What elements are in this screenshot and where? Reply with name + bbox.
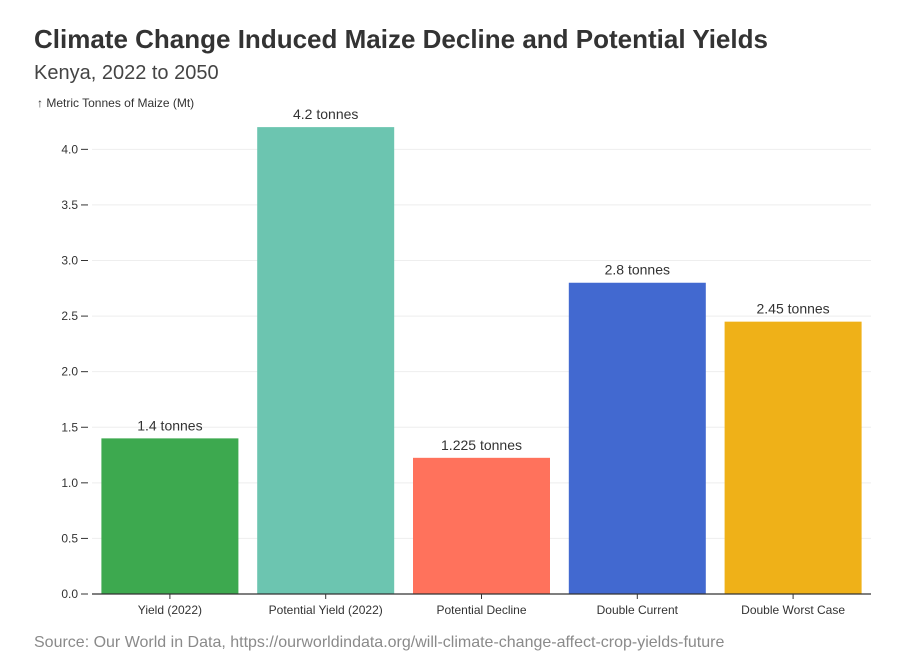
chart-subtitle: Kenya, 2022 to 2050 [34,62,219,84]
y-tick-label: 2.0 [61,365,78,379]
bar-data-label: 4.2 tonnes [293,106,358,122]
x-category-label: Potential Decline [436,603,526,617]
y-tick-label: 3.0 [61,254,78,268]
chart-title: Climate Change Induced Maize Decline and… [34,24,768,54]
bar [101,438,239,594]
y-axis-ticks: 0.0 0.5 1.0 1.5 2.0 2.5 3.0 3.5 4.0 [61,142,88,601]
bar-data-label: 2.45 tonnes [757,301,830,317]
source-note: Source: Our World in Data, https://ourwo… [34,634,725,651]
y-tick-label: 1.0 [61,476,78,490]
y-tick-label: 0.5 [61,531,78,545]
x-category-label: Double Worst Case [741,603,845,617]
maize-bar-chart: ↑ Metric Tonnes of Maize (Mt) 0.0 0.5 1.0 1… [37,96,871,617]
bar [257,127,395,595]
bars [101,127,862,595]
x-category-label: Double Current [597,603,679,617]
bar-data-label: 1.4 tonnes [137,417,202,433]
y-tick-label: 0.0 [61,587,78,601]
y-tick-label: 1.5 [61,420,78,434]
y-tick-label: 2.5 [61,309,78,323]
data-labels: 1.4 tonnes 4.2 tonnes 1.225 tonnes 2.8 tonn… [137,106,829,453]
bar [724,321,862,594]
bar-data-label: 2.8 tonnes [605,262,670,278]
y-tick-label: 4.0 [61,142,78,156]
x-category-label: Yield (2022) [138,603,202,617]
y-tick-label: 3.5 [61,198,78,212]
bar [413,457,550,594]
bar-data-label: 1.225 tonnes [441,437,522,453]
bar [568,282,706,594]
x-axis-categories: Yield (2022) Potential Yield (2022) Potent… [138,594,845,617]
x-category-label: Potential Yield (2022) [269,603,383,617]
y-axis-label: ↑ Metric Tonnes of Maize (Mt) [37,96,194,110]
